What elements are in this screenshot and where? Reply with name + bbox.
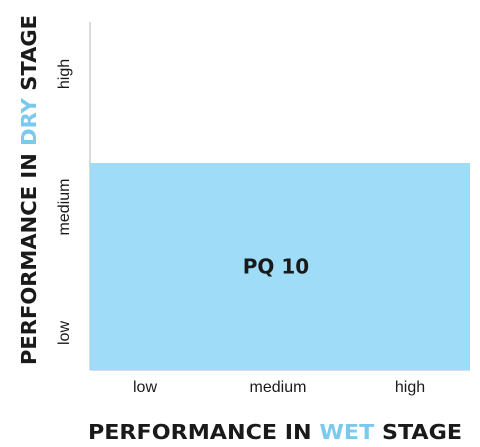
x-tick-low: low: [133, 379, 157, 396]
x-axis-title-prefix: PERFORMANCE IN: [88, 420, 319, 444]
x-axis-title-highlight: WET: [319, 420, 374, 444]
y-tick-medium: medium: [56, 179, 73, 236]
y-tick-high: high: [56, 59, 73, 89]
x-tick-medium: medium: [250, 379, 307, 396]
x-tick-high: high: [395, 379, 425, 396]
y-axis-title-suffix: STAGE: [17, 15, 41, 98]
bar-pq10: [90, 163, 470, 370]
y-axis-title-prefix: PERFORMANCE IN: [17, 146, 41, 365]
x-axis-title: PERFORMANCE IN WET STAGE: [88, 420, 462, 444]
y-tick-low: low: [56, 321, 73, 345]
y-axis-title-highlight: DRY: [17, 98, 41, 146]
bar-label-pq10: PQ 10: [243, 255, 309, 279]
y-axis-title: PERFORMANCE IN DRY STAGE: [17, 15, 41, 365]
x-axis-title-suffix: STAGE: [374, 420, 462, 444]
